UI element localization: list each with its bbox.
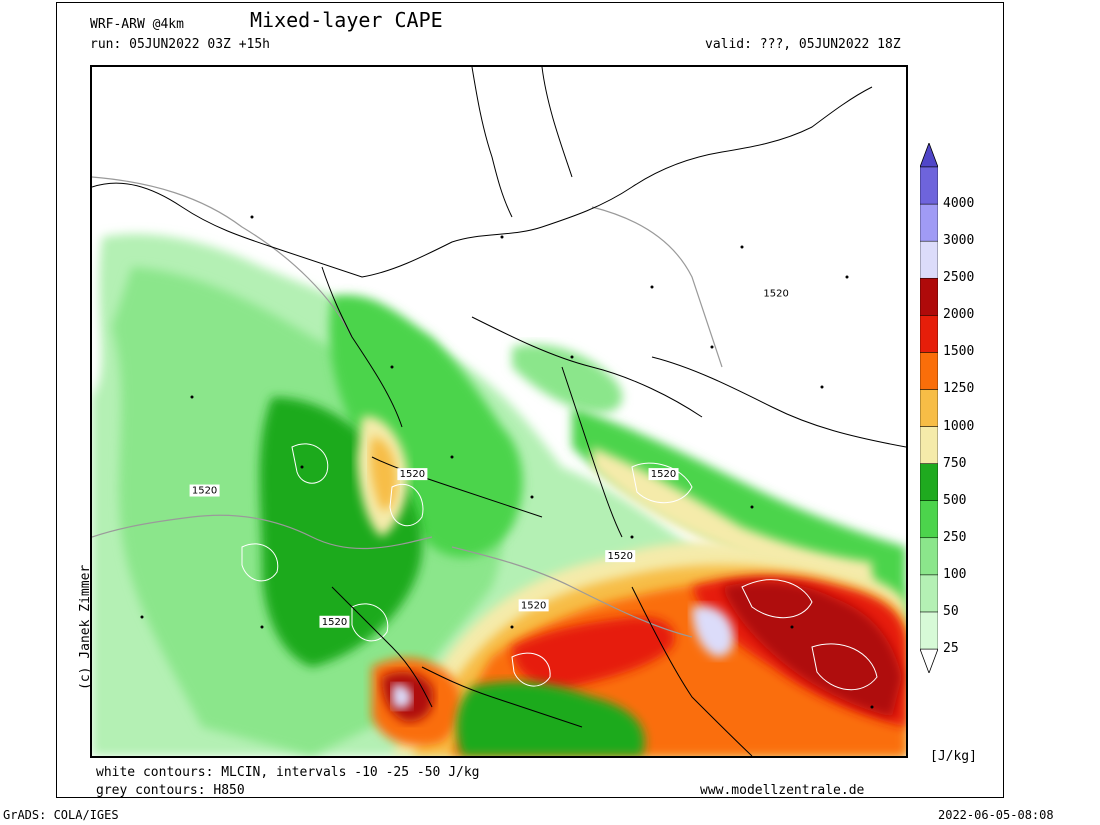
- cape-area-poland: [512, 344, 623, 413]
- cape-fill-layer: [92, 233, 906, 756]
- cape-map-svg: 1520 1520 1520 1520 1520 1520 1520: [92, 67, 906, 756]
- colorbar-box-500: [920, 463, 938, 501]
- h850-label: 1520: [651, 469, 676, 480]
- city-dots: [140, 215, 874, 709]
- h850-label-bg: [518, 599, 549, 612]
- colorbar-box-4000: [920, 166, 938, 205]
- colorbar-label-2500: 2500: [943, 270, 975, 286]
- colorbar-label-3000: 3000: [943, 233, 975, 249]
- cape-map: 1520 1520 1520 1520 1520 1520 1520: [90, 65, 908, 758]
- coastlines: [92, 67, 906, 756]
- colorbar-label-1250: 1250: [943, 381, 975, 397]
- h850-label: 1520: [322, 617, 347, 628]
- cape-area-1000-germany: [369, 437, 397, 511]
- cape-area-green-italy: [456, 681, 645, 756]
- h850-label-bg: [319, 615, 350, 628]
- colorbar-box-50: [920, 574, 938, 613]
- colorbar-label-250: 250: [943, 529, 967, 545]
- colorbar-box-2500: [920, 240, 938, 279]
- h850-labels: 1520 1520 1520 1520 1520 1520 1520: [189, 287, 792, 628]
- unit-label: [J/kg]: [930, 749, 977, 764]
- colorbar-label-500: 500: [943, 492, 967, 508]
- h850-label: 1520: [400, 469, 425, 480]
- h850-label: 1520: [192, 486, 217, 497]
- cape-area-hungary-yellow: [592, 447, 872, 587]
- grey-contours-note: grey contours: H850: [96, 783, 245, 798]
- colorbar-box-25: [920, 611, 938, 650]
- model-label: WRF-ARW @4km: [90, 17, 184, 32]
- h850-label-bg: [397, 468, 428, 481]
- white-contours-note: white contours: MLCIN, intervals -10 -25…: [96, 765, 480, 780]
- copyright-label: (c) Janek Zimmer: [78, 564, 93, 690]
- h850-label: 1520: [608, 551, 633, 562]
- colorbar-label-2000: 2000: [943, 307, 975, 323]
- colorbar-box-1500: [920, 315, 938, 353]
- h850-label-bg: [189, 484, 220, 497]
- colorbar-box-1000: [920, 389, 938, 427]
- cape-area-germany: [329, 295, 523, 558]
- cape-area-2500-balkans: [692, 605, 734, 657]
- mlcin-contours: [241, 443, 878, 691]
- h850-label: 1520: [521, 600, 546, 611]
- cape-area-1500-south: [512, 616, 675, 688]
- colorbar-cap-top: [920, 143, 938, 168]
- colorbar-label-750: 750: [943, 455, 967, 471]
- timestamp-label: 2022-06-05-08:08: [938, 808, 1054, 822]
- colorbar-label-25: 25: [943, 641, 959, 656]
- colorbar-box-3000: [920, 203, 938, 242]
- valid-label: valid: ???, 05JUN2022 18Z: [705, 37, 901, 52]
- run-label: run: 05JUN2022 03Z +15h: [90, 37, 271, 52]
- plot-title: Mixed-layer CAPE: [250, 8, 443, 32]
- colorbar-label-100: 100: [943, 566, 967, 582]
- h850-contours: [92, 176, 723, 638]
- colorbar-box-100: [920, 537, 938, 576]
- h850-label-bg: [761, 287, 792, 300]
- colorbar-label-1000: 1000: [943, 418, 975, 434]
- colorbar-label-1500: 1500: [943, 344, 975, 360]
- h850-label: 1520: [763, 289, 788, 300]
- colorbar-label-50: 50: [943, 603, 959, 619]
- plot-frame: [56, 2, 1004, 798]
- website-label: www.modellzentrale.de: [700, 783, 865, 798]
- colorbar-box-2000: [920, 277, 938, 316]
- colorbar-box-1250: [920, 352, 938, 390]
- h850-label-bg: [648, 468, 679, 481]
- colorbar-box-750: [920, 426, 938, 464]
- h850-label-bg: [605, 550, 636, 563]
- colorbar: [920, 143, 938, 673]
- cape-area-2500-sw: [392, 684, 412, 709]
- colorbar-box-250: [920, 500, 938, 539]
- software-label: GrADS: COLA/IGES: [3, 808, 119, 822]
- colorbar-cap-bottom: [920, 648, 938, 673]
- colorbar-svg: [920, 143, 938, 673]
- colorbar-label-4000: 4000: [943, 196, 975, 212]
